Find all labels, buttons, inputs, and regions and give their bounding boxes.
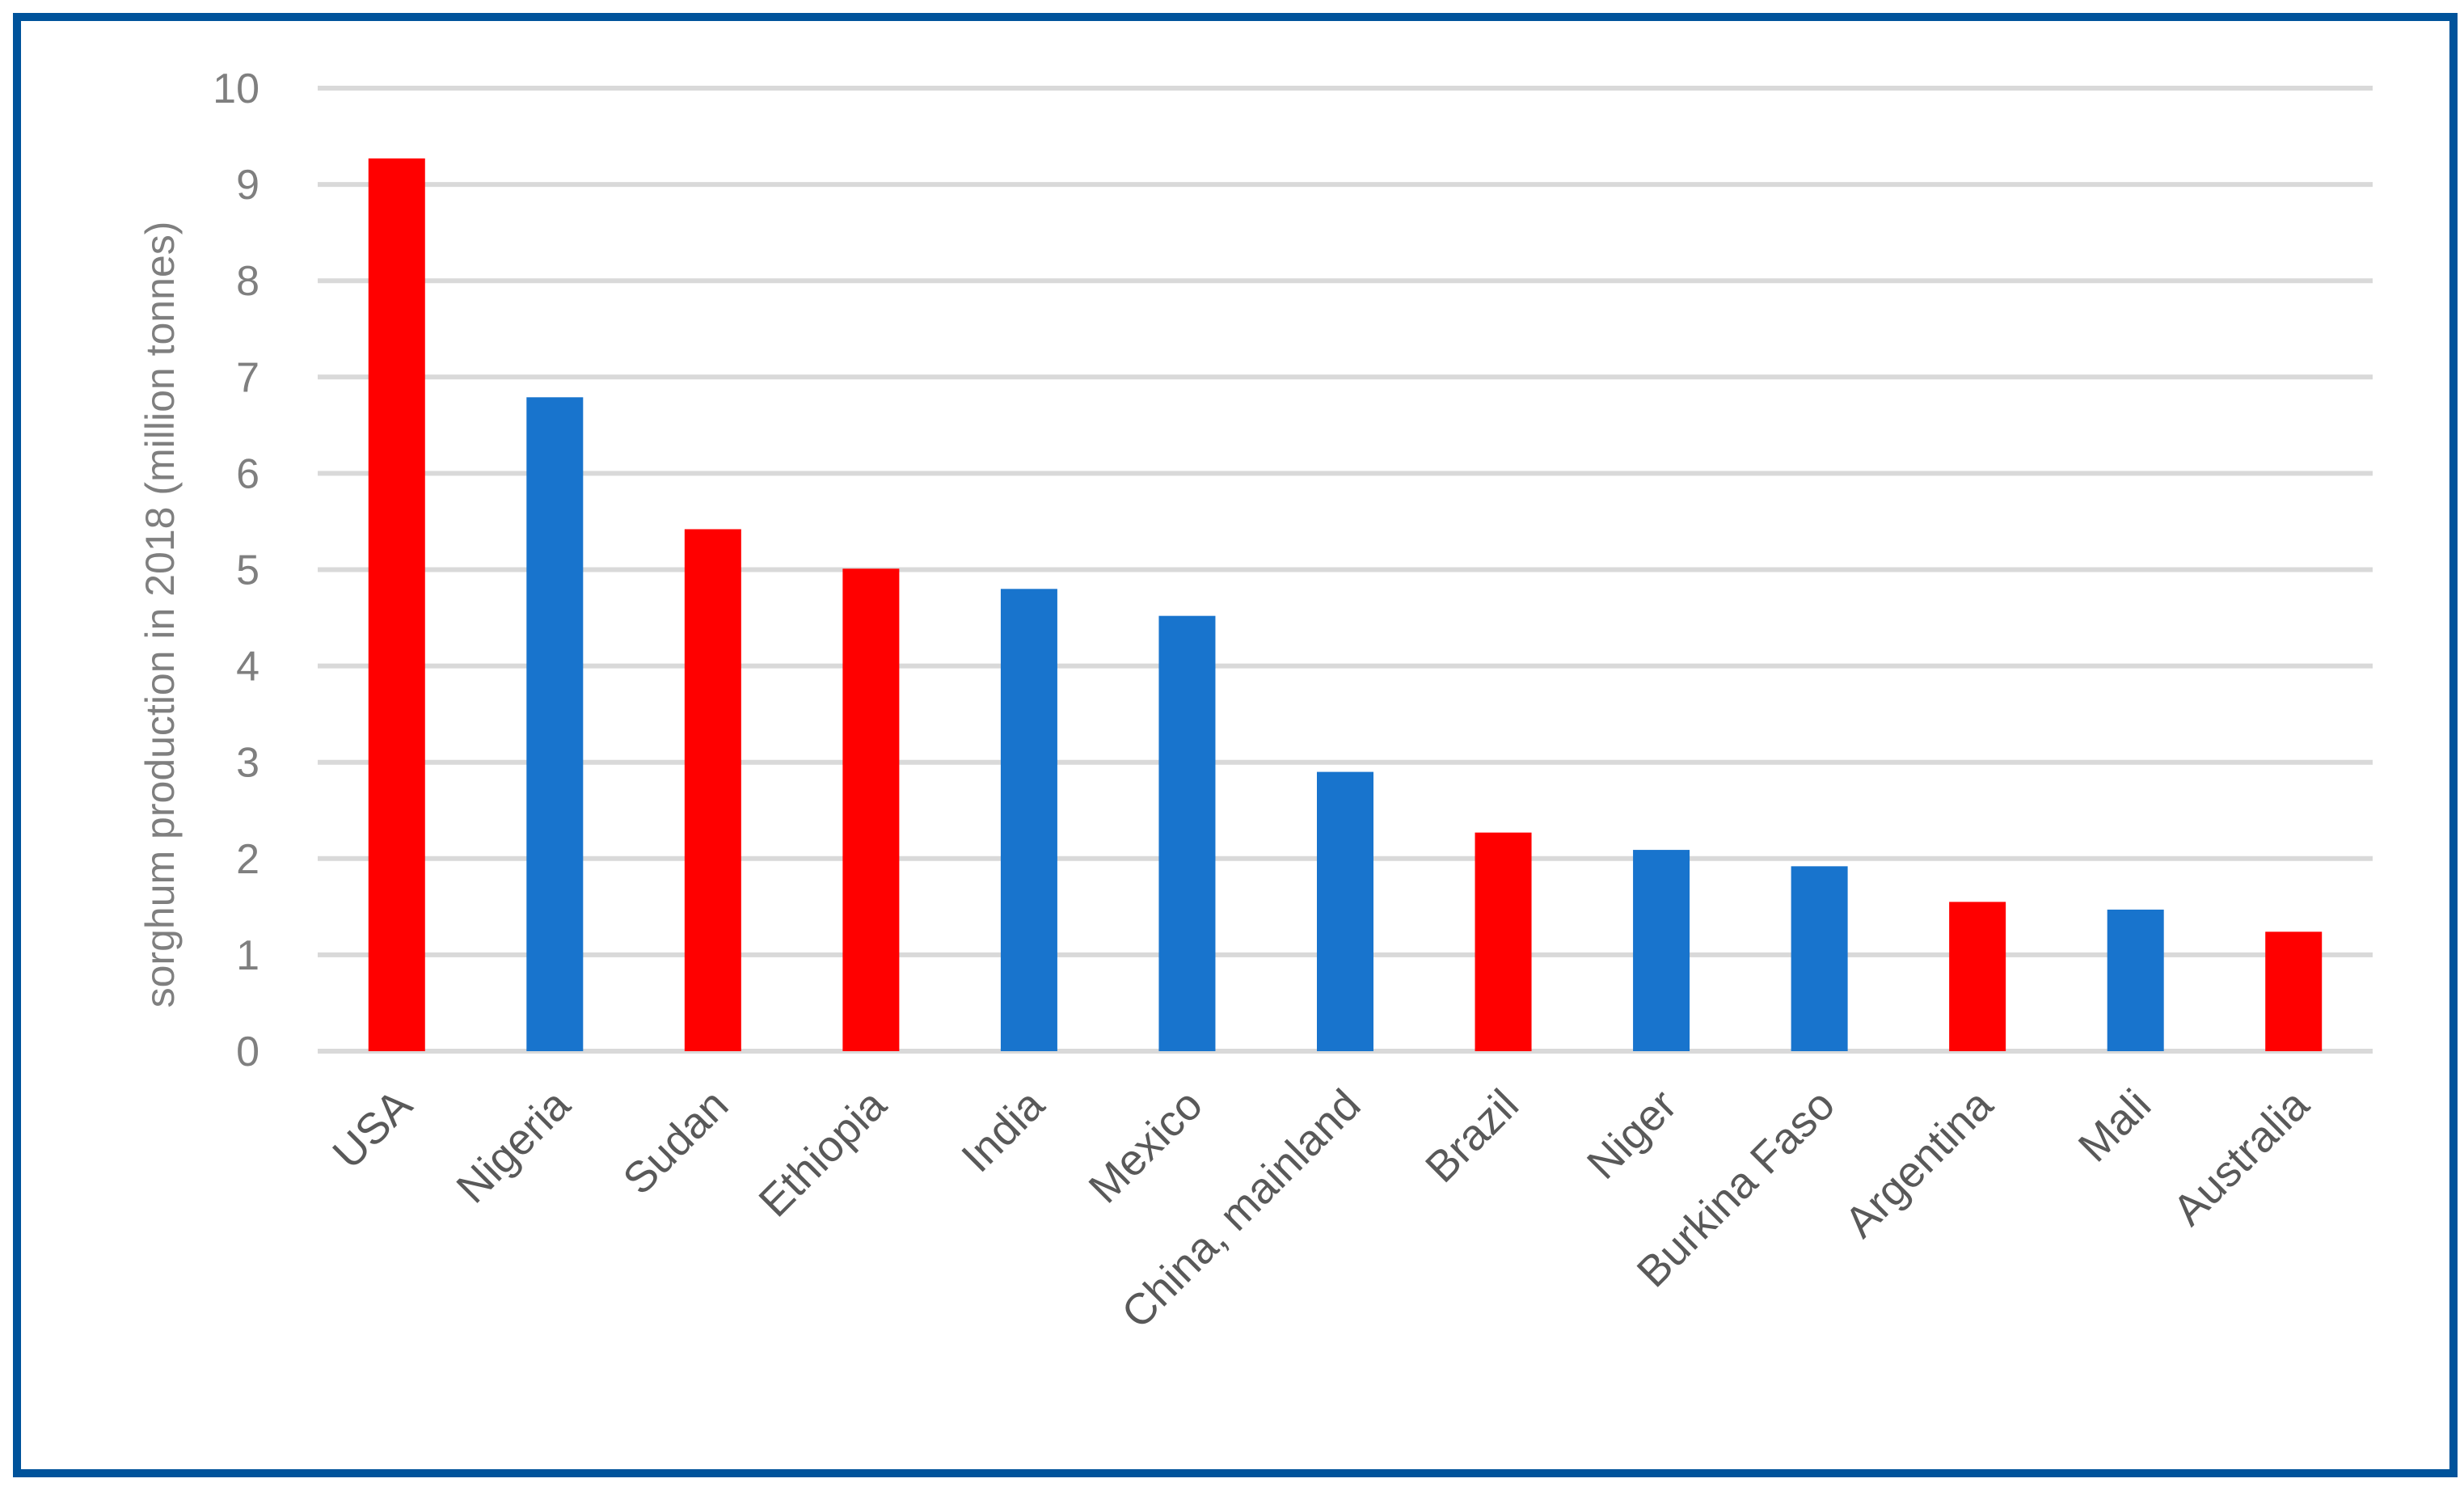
x-tick-labels: USA Nigeria Sudan Ethiopia India MexicoChina,… bbox=[323, 1079, 2318, 1337]
chart-frame bbox=[13, 13, 2458, 1477]
y-tick-label: 1 bbox=[236, 932, 259, 979]
category-label: Argentina bbox=[1836, 1079, 2003, 1247]
category-label: Ethiopia bbox=[749, 1079, 896, 1226]
y-tick-label: 8 bbox=[236, 258, 259, 305]
y-tick-label: 6 bbox=[236, 450, 259, 497]
bar bbox=[1475, 832, 1532, 1051]
bar bbox=[2107, 909, 2164, 1051]
y-tick-label: 9 bbox=[236, 162, 259, 209]
y-tick-label: 10 bbox=[213, 65, 259, 112]
category-label: Niger bbox=[1578, 1080, 1686, 1189]
bar bbox=[2265, 931, 2323, 1051]
y-tick-label: 5 bbox=[236, 547, 259, 594]
category-label: Sudan bbox=[614, 1080, 737, 1204]
category-label: India bbox=[952, 1079, 1054, 1181]
bars bbox=[368, 158, 2323, 1051]
y-tick-label: 7 bbox=[236, 354, 259, 401]
bar bbox=[1949, 902, 2006, 1051]
y-tick-label: 2 bbox=[236, 836, 259, 883]
y-tick-labels: 0 1 2 3 4 5 6 7 8 9 10 bbox=[213, 65, 259, 1075]
y-tick-label: 4 bbox=[236, 644, 259, 691]
y-axis-title: sorghum production in 2018 (million tonn… bbox=[137, 222, 183, 1008]
bar bbox=[1158, 615, 1216, 1051]
bar bbox=[1317, 771, 1373, 1051]
y-tick-label: 3 bbox=[236, 740, 259, 787]
category-label: Mali bbox=[2070, 1080, 2160, 1171]
bar bbox=[1791, 866, 1848, 1051]
category-label: Brazil bbox=[1416, 1080, 1528, 1192]
bar bbox=[684, 529, 741, 1051]
bar bbox=[526, 397, 584, 1051]
gridlines bbox=[318, 86, 2373, 1054]
category-label: Mexico bbox=[1080, 1080, 1212, 1212]
category-label: USA bbox=[323, 1080, 421, 1178]
category-label: Australia bbox=[2164, 1079, 2319, 1235]
bar bbox=[368, 158, 425, 1051]
bar bbox=[1000, 589, 1057, 1051]
category-label: Nigeria bbox=[447, 1079, 580, 1212]
y-tick-label: 0 bbox=[236, 1029, 259, 1075]
bar bbox=[842, 568, 900, 1051]
bar bbox=[1633, 850, 1690, 1051]
